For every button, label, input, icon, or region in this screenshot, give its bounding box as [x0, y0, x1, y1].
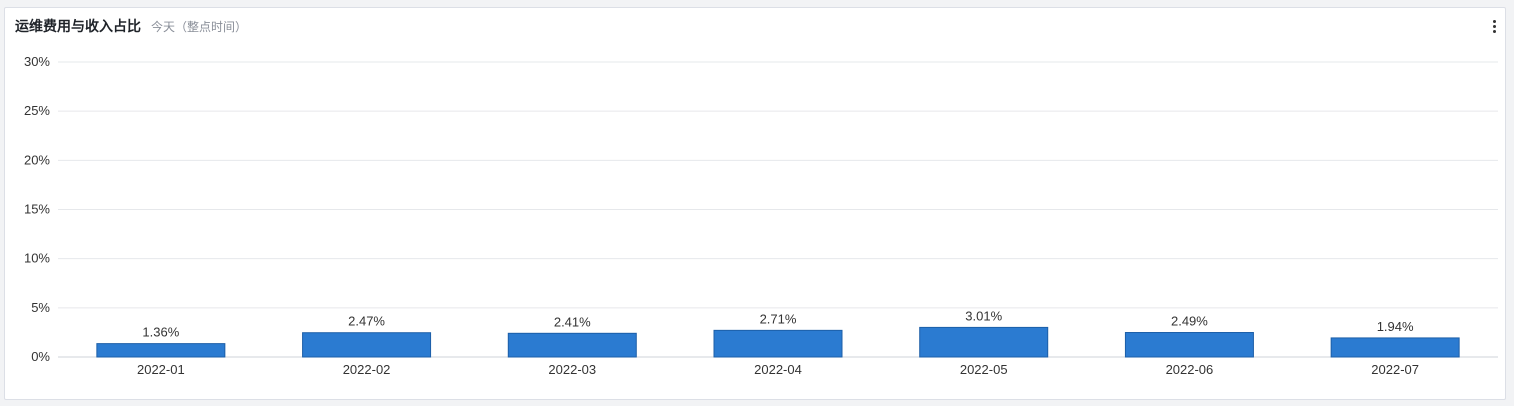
x-tick-label: 2022-06 — [1166, 362, 1214, 377]
y-tick-label: 0% — [31, 349, 50, 364]
x-tick-label: 2022-07 — [1371, 362, 1419, 377]
y-tick-label: 15% — [24, 202, 50, 217]
bar-value-label: 2.71% — [760, 311, 797, 326]
y-axis: 0% 5% 10% 15% 20% 25% 30% — [24, 54, 50, 364]
bar-value-label: 2.49% — [1171, 314, 1208, 329]
y-tick-label: 25% — [24, 103, 50, 118]
x-axis: 2022-01 2022-02 2022-03 2022-04 2022-05 2022-… — [137, 362, 1419, 377]
bar-value-label: 2.41% — [554, 314, 591, 329]
bar[interactable] — [1124, 332, 1254, 358]
more-vertical-icon[interactable] — [1487, 16, 1501, 36]
bar[interactable] — [507, 332, 637, 358]
bars — [96, 326, 1460, 358]
bar-value-label: 3.01% — [965, 308, 1002, 323]
chart-title: 运维费用与收入占比 — [15, 19, 141, 35]
bar[interactable] — [1330, 337, 1460, 358]
x-tick-label: 2022-01 — [137, 362, 185, 377]
bar[interactable] — [302, 332, 432, 358]
bar-value-label: 1.36% — [142, 325, 179, 340]
x-tick-label: 2022-05 — [960, 362, 1008, 377]
x-tick-label: 2022-04 — [754, 362, 802, 377]
y-tick-label: 20% — [24, 152, 50, 167]
y-tick-label: 10% — [24, 251, 50, 266]
card-header: 运维费用与收入占比 今天（整点时间） — [15, 16, 247, 36]
x-tick-label: 2022-03 — [548, 362, 596, 377]
y-tick-label: 30% — [24, 54, 50, 69]
bar-value-label: 2.47% — [348, 314, 385, 329]
data-labels: 1.36% 2.47% 2.41% 2.71% 3.01% 2.49% 1.94% — [142, 308, 1414, 339]
gridlines — [58, 61, 1498, 358]
time-range-label: 今天（整点时间） — [151, 19, 248, 34]
bar[interactable] — [96, 343, 226, 358]
bar[interactable] — [919, 326, 1049, 358]
y-tick-label: 5% — [31, 300, 50, 315]
x-tick-label: 2022-02 — [343, 362, 391, 377]
bar[interactable] — [713, 329, 843, 358]
bar-value-label: 1.94% — [1377, 319, 1414, 334]
